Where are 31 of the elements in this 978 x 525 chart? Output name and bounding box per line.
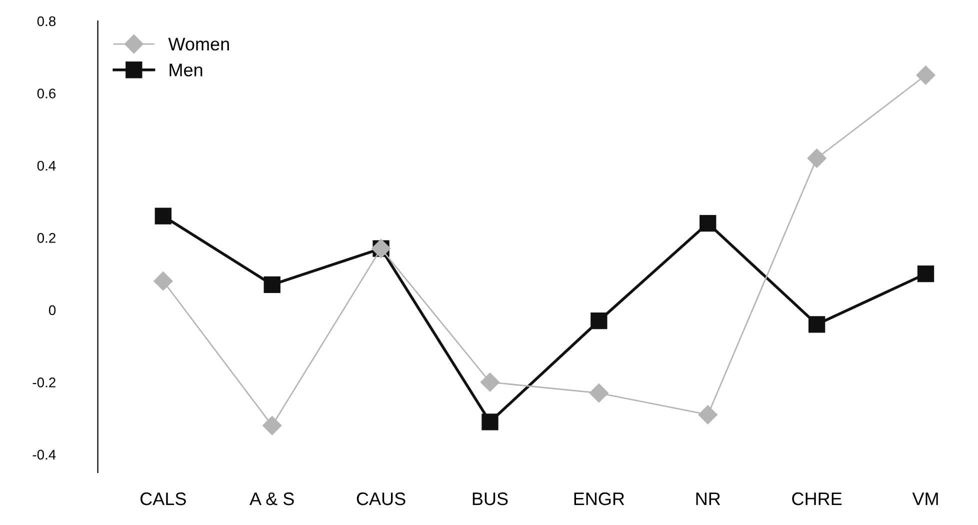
y-tick-label: 0.4 bbox=[37, 160, 56, 171]
x-tick-label: ENGR bbox=[574, 492, 624, 506]
x-tick-label: NR bbox=[696, 492, 720, 506]
x-tick-label: BUS bbox=[472, 492, 508, 506]
x-tick-label: CHRE bbox=[792, 492, 842, 506]
point bbox=[480, 372, 500, 392]
point bbox=[590, 312, 608, 330]
y-tick-label: 0.8 bbox=[37, 16, 56, 26]
legend-label: Women bbox=[168, 38, 229, 51]
point bbox=[264, 276, 280, 294]
x-tick-label: CALS bbox=[140, 492, 186, 506]
point bbox=[917, 266, 934, 282]
y-tick-label: -0.4 bbox=[32, 450, 56, 460]
legend-label: Men bbox=[170, 64, 202, 76]
x-tick-label: VM bbox=[912, 492, 938, 506]
x-tick-label: CAUS bbox=[356, 492, 406, 506]
x-tick-label: A & S bbox=[250, 492, 294, 506]
point bbox=[589, 384, 608, 403]
point bbox=[154, 208, 172, 224]
y-tick-label: 0.2 bbox=[37, 233, 56, 243]
point bbox=[698, 405, 718, 424]
y-tick-label: 0.6 bbox=[37, 88, 56, 98]
point bbox=[916, 66, 936, 85]
point bbox=[700, 214, 716, 232]
point bbox=[482, 414, 498, 430]
point bbox=[154, 272, 173, 291]
point bbox=[808, 316, 826, 333]
y-tick-label: -0.2 bbox=[32, 378, 56, 388]
point bbox=[262, 416, 282, 436]
y-tick-label: 0 bbox=[48, 305, 56, 316]
point bbox=[807, 148, 826, 168]
